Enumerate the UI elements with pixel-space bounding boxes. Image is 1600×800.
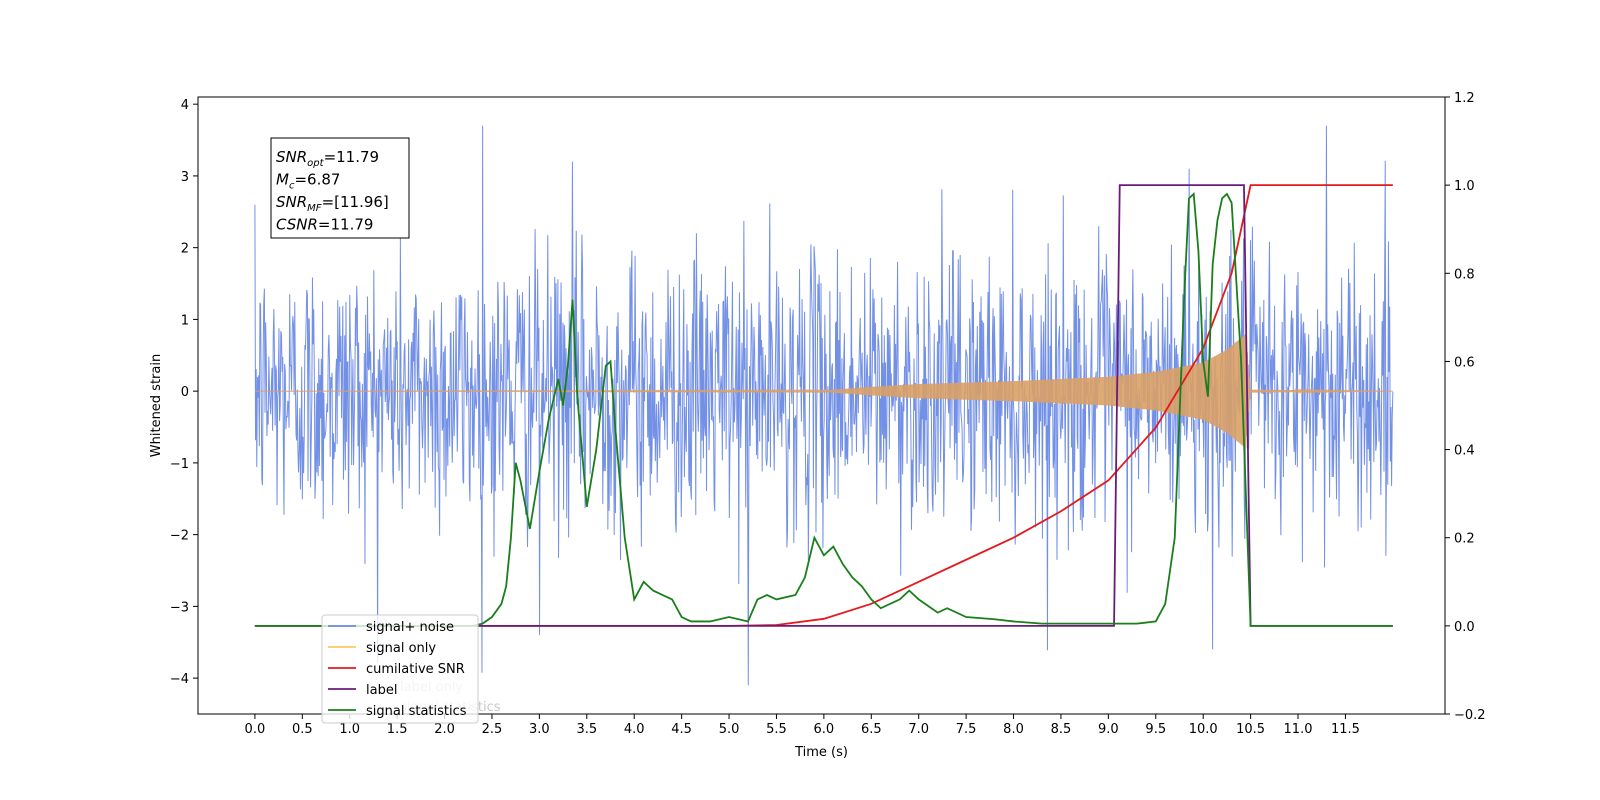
x-tick-label: 8.0	[1003, 722, 1024, 737]
y-right-tick-label: 0.8	[1454, 267, 1475, 282]
legend-entry: signal only	[366, 641, 436, 656]
y-right-tick-label: 1.0	[1454, 179, 1475, 194]
x-tick-label: 0.5	[292, 722, 313, 737]
x-tick-label: 6.5	[861, 722, 882, 737]
legend-entry: label	[366, 683, 397, 698]
plot-data-layer	[254, 125, 1394, 686]
y-left-tick-label: 1	[181, 313, 189, 328]
y-left-tick-label: −2	[170, 529, 189, 544]
x-tick-label: 4.5	[671, 722, 692, 737]
x-tick-label: 10.0	[1189, 722, 1218, 737]
x-tick-label: 9.5	[1145, 722, 1166, 737]
x-axis-label: Time (s)	[794, 745, 848, 760]
y-right-tick-label: 0.6	[1454, 355, 1475, 370]
info-box-line: SNRMF=[11.96]	[276, 193, 389, 214]
y-right-tick-label: 0.4	[1454, 444, 1475, 459]
x-tick-label: 7.5	[956, 722, 977, 737]
info-box-frame	[270, 137, 410, 239]
y-left-tick-label: 0	[181, 385, 189, 400]
x-tick-label: 9.0	[1098, 722, 1119, 737]
y-axis-label: Whitened strain	[149, 354, 164, 457]
x-tick-label: 11.0	[1284, 722, 1313, 737]
x-tick-label: 11.5	[1331, 722, 1360, 737]
legend-entry: signal statistics	[366, 704, 467, 719]
x-tick-label: 1.0	[339, 722, 360, 737]
legend-entry: signal+ noise	[366, 620, 454, 635]
legend-frame	[321, 614, 479, 724]
y-left-tick-label: −4	[170, 672, 189, 687]
x-tick-label: 1.5	[387, 722, 408, 737]
y-right-tick-label: 0.2	[1454, 532, 1475, 547]
y-left-tick-label: 4	[181, 98, 189, 113]
x-tick-label: 6.0	[814, 722, 835, 737]
y-left-tick-label: 2	[181, 242, 189, 257]
series-signal-only	[254, 334, 1393, 449]
x-tick-label: 0.0	[245, 722, 266, 737]
y-left-tick-label: −1	[170, 457, 189, 472]
x-tick-label: 4.0	[624, 722, 645, 737]
x-tick-label: 5.5	[766, 722, 787, 737]
legend-entry: cumilative SNR	[366, 662, 465, 677]
legend: label onlysignal statisticssignal+ noise…	[321, 614, 501, 724]
x-tick-label: 2.0	[434, 722, 455, 737]
y-left-tick-label: 3	[181, 170, 189, 185]
y-right-tick-label: −0.2	[1454, 708, 1486, 723]
plot-frame	[197, 96, 1446, 715]
x-tick-label: 8.5	[1051, 722, 1072, 737]
x-tick-label: 5.0	[719, 722, 740, 737]
x-tick-label: 3.5	[576, 722, 597, 737]
axes-layer: 0.0 0.5 1.0 1.5 2.0 2.5 3.0 3.5 4.0 4.5 5.0 5.5 6.0 6…	[170, 91, 1486, 737]
y-right-tick-label: 0.0	[1454, 620, 1475, 635]
x-tick-label: 3.0	[529, 722, 550, 737]
info-box-line: Mc=6.87	[276, 171, 340, 192]
y-right-tick-label: 1.2	[1454, 91, 1475, 106]
info-box-line: CSNR=11.79	[276, 216, 373, 234]
x-tick-label: 10.5	[1236, 722, 1265, 737]
y-left-tick-label: −3	[170, 600, 189, 615]
x-tick-label: 7.0	[908, 722, 929, 737]
info-box-line: SNRopt=11.79	[276, 148, 379, 169]
series-signal-noise	[254, 125, 1394, 686]
series-signal-statistics	[254, 192, 1393, 627]
series-cumulative-snr	[254, 184, 1393, 627]
x-tick-label: 2.5	[482, 722, 503, 737]
